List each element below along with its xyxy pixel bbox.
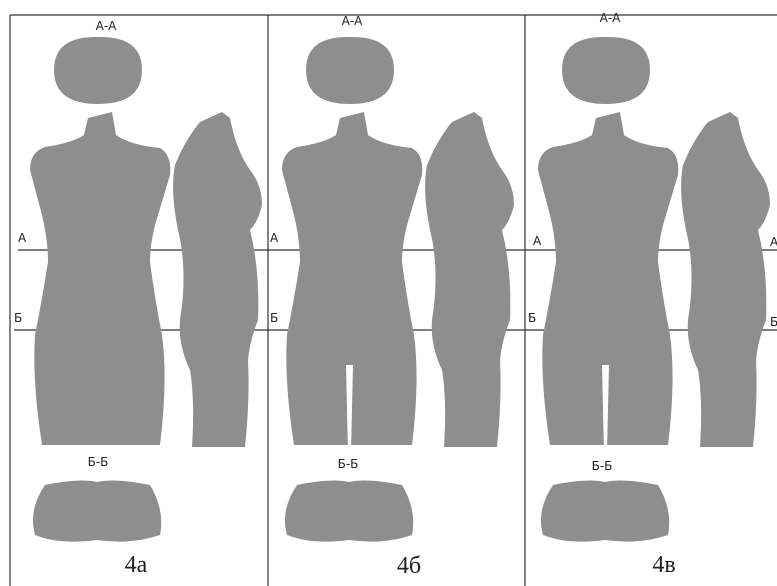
panel: А-А А Б Б-Б 4а (14, 19, 262, 578)
silhouette-side (425, 112, 514, 447)
line-label: Б (528, 311, 536, 325)
section-label: Б-Б (88, 455, 109, 469)
edge-label: Б (770, 315, 777, 329)
section-label: А-А (96, 19, 118, 33)
section-label: Б-Б (592, 459, 613, 473)
silhouette-secb (284, 480, 414, 542)
line-label: Б (14, 311, 22, 325)
section-label: А-А (600, 11, 622, 25)
panel: А-А А Б Б-Б 4б (270, 14, 514, 579)
line-label: А (18, 231, 27, 245)
silhouette-side (681, 112, 770, 447)
section-label: Б-Б (338, 457, 359, 471)
line-label: А (270, 231, 279, 245)
silhouette-front (30, 112, 171, 445)
silhouette-seca (306, 36, 394, 104)
section-label: А-А (342, 14, 364, 28)
line-label: А (533, 234, 542, 248)
silhouette-seca (54, 36, 142, 104)
silhouette-secb (540, 480, 670, 542)
caption: 4а (125, 552, 148, 578)
silhouette-seca (562, 36, 650, 104)
panel: А-А А Б Б-Б 4в (528, 11, 770, 578)
caption: 4в (652, 552, 675, 578)
caption: 4б (397, 553, 421, 579)
silhouette-secb (32, 480, 162, 542)
edge-label: А (770, 235, 777, 249)
silhouette-side (173, 112, 262, 447)
line-label: Б (270, 311, 278, 325)
